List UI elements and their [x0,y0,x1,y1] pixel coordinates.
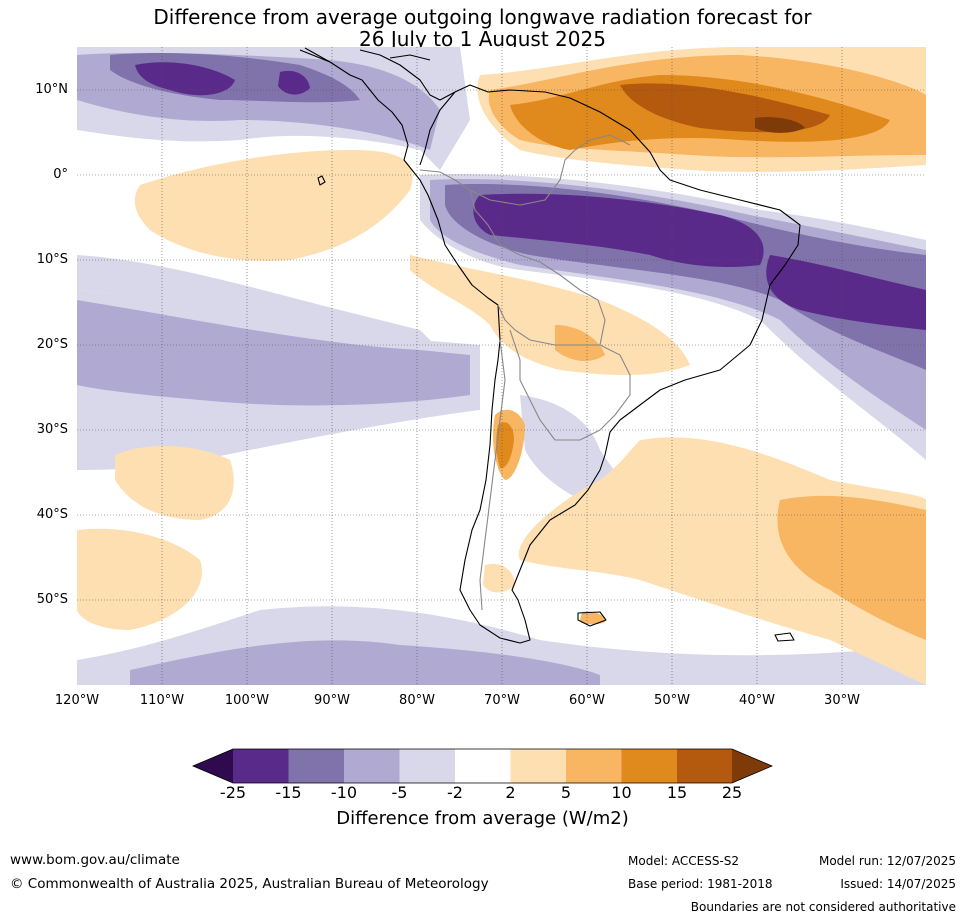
footer-url: www.bom.gov.au/climate [10,852,180,868]
lon-label-60w: 60°W [569,693,605,708]
footer-copyright: © Commonwealth of Australia 2025, Austra… [10,876,489,892]
colorbar-segment [621,749,677,783]
colorbar-tick-label: -5 [391,783,408,802]
lat-label-20s: 20°S [36,337,68,352]
lat-label-50s: 50°S [36,592,68,607]
colorbar-segment [233,749,289,783]
colorbar-tick-label: -2 [447,783,463,802]
lon-label-40w: 40°W [739,693,775,708]
lon-label-90w: 90°W [314,693,350,708]
colorbar-segment [344,749,400,783]
lon-label-30w: 30°W [824,693,860,708]
footer-model-run: Model run: 12/07/2025 [818,854,956,868]
colorbar-segment [455,749,511,783]
colorbar-tick-label: 15 [666,783,688,802]
lon-label-80w: 80°W [399,693,435,708]
colorbar-under-arrow [193,749,233,783]
lat-label-10s: 10°S [36,252,68,267]
lon-label-100w: 100°W [224,693,270,708]
colorbar-over-arrow [732,749,772,783]
colorbar-segment [566,749,622,783]
lon-label-110w: 110°W [139,693,185,708]
footer-disclaimer: Boundaries are not considered authoritat… [690,900,956,914]
colorbar [191,748,774,784]
colorbar-title: Difference from average (W/m2) [336,808,629,829]
colorbar-segment [288,749,344,783]
colorbar-tick-label: 2 [505,783,516,802]
lat-label-30s: 30°S [36,422,68,437]
lon-label-70w: 70°W [484,693,520,708]
colorbar-segment [510,749,566,783]
map-title-line-2: 26 July to 1 August 2025 [359,27,606,51]
anomaly-field [77,47,926,685]
colorbar-segment [677,749,732,783]
lat-label-10n: 10°N [35,82,68,97]
colorbar-tick-label: -15 [275,783,302,802]
footer-base-period: Base period: 1981-2018 [628,877,773,891]
lon-label-120w: 120°W [54,693,100,708]
colorbar-tick-label: 25 [721,783,743,802]
colorbar-segment [399,749,455,783]
map-title-line-1: Difference from average outgoing longwav… [153,5,812,29]
colorbar-tick-label: -25 [219,783,247,802]
coastlines [299,47,801,644]
lat-label-0: 0° [53,167,68,182]
colorbar-tick-label: 10 [611,783,632,802]
lon-label-50w: 50°W [654,693,690,708]
footer-issued: Issued: 14/07/2025 [840,877,956,891]
colorbar-tick-label: -10 [330,783,358,802]
graticule [77,47,926,685]
lat-label-40s: 40°S [36,507,68,522]
footer-model: Model: ACCESS-S2 [628,854,740,868]
country-borders [419,134,631,611]
colorbar-tick-label: 5 [560,783,572,802]
